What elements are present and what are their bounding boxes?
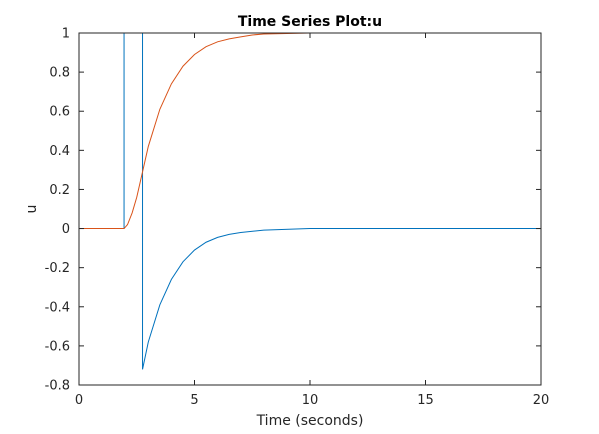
x-tick-label: 5 xyxy=(190,393,198,408)
x-tick-label: 10 xyxy=(302,393,319,408)
y-tick-label: 0.4 xyxy=(49,144,70,159)
x-tick-label: 0 xyxy=(75,393,83,408)
y-tick-label: -0.6 xyxy=(45,339,70,354)
y-tick-label: -0.2 xyxy=(45,261,70,276)
x-tick-label: 15 xyxy=(417,393,434,408)
y-tick-label: -0.8 xyxy=(45,379,70,394)
y-axis-label: u xyxy=(24,205,40,214)
tick-layer: 0 5 10 15 20 -0.8 -0.6 -0.4 -0.2 0 0.2 0.4 0.6 0.8 1 xyxy=(45,27,550,409)
series-line-2 xyxy=(79,32,541,230)
y-tick-label: 0.2 xyxy=(49,183,70,198)
y-tick-label: 0.6 xyxy=(49,105,70,120)
y-tick-label: 1 xyxy=(62,27,70,42)
y-tick-label: 0.8 xyxy=(49,66,70,81)
x-tick-label: 20 xyxy=(533,393,550,408)
plot-area xyxy=(79,33,541,385)
chart-title: Time Series Plot:u xyxy=(238,14,382,30)
x-axis-label: Time (seconds) xyxy=(256,413,364,429)
y-tick-label: 0 xyxy=(62,222,70,237)
y-tick-label: -0.4 xyxy=(45,300,70,315)
